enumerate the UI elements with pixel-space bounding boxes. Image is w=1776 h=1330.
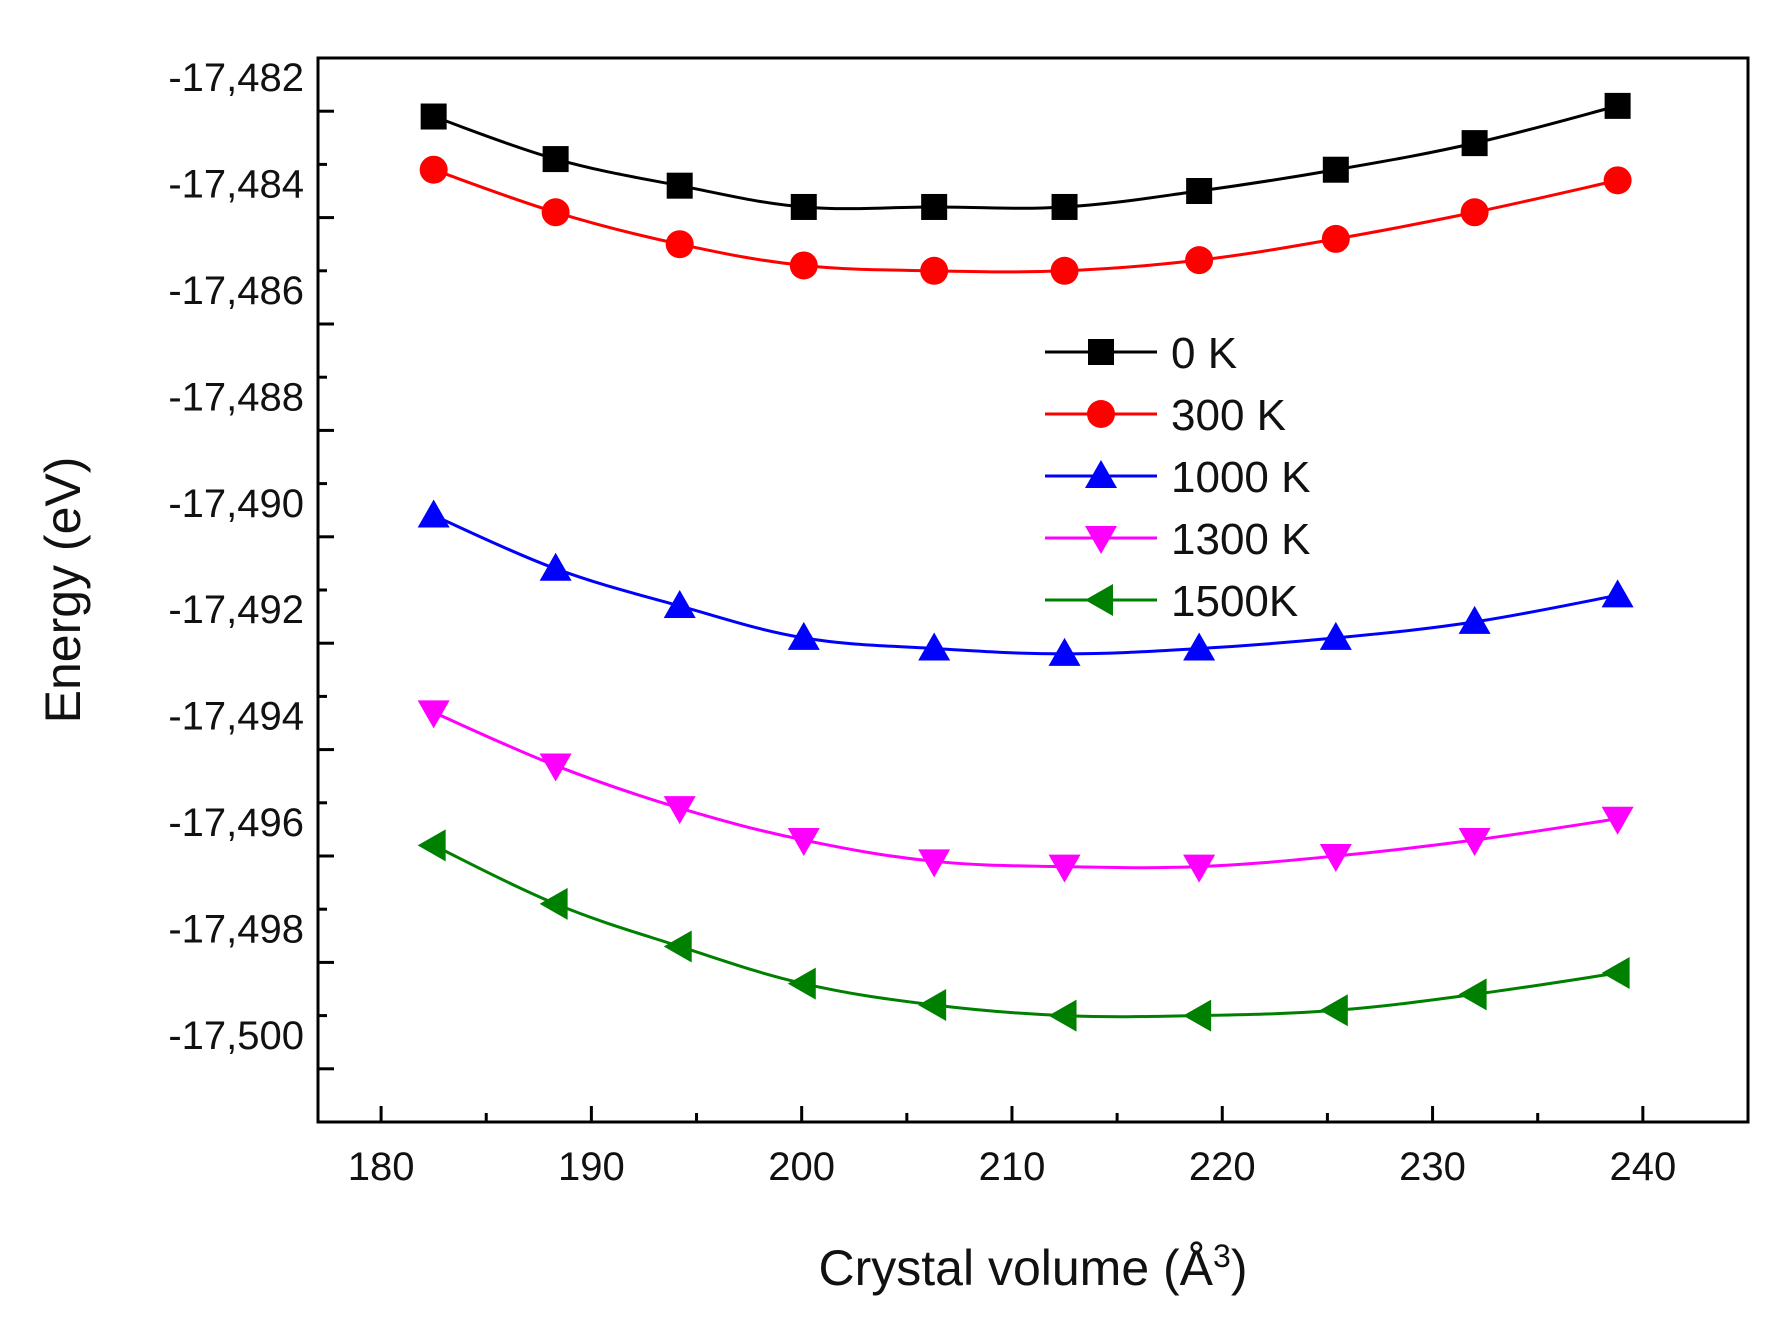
series-line [433,710,1618,870]
data-point [1458,978,1487,1011]
y-axis-label: Energy (eV) [35,457,91,724]
legend-entry: 1300 K [1045,515,1310,564]
legend-marker [1088,339,1114,365]
series-0k [420,92,1631,220]
data-point [419,155,448,184]
y-tick-label: -17,494 [168,695,304,739]
x-tick-label: 220 [1189,1145,1256,1189]
data-point [790,193,817,220]
x-tick-label: 180 [348,1145,415,1189]
series-1000k [417,499,1634,666]
data-point [1601,806,1634,835]
data-point [1183,999,1212,1032]
y-tick-label: -17,496 [168,801,304,845]
data-point [1460,198,1489,227]
x-tick-label: 230 [1399,1145,1466,1189]
legend-marker [1085,584,1113,616]
data-point [1183,854,1216,883]
series-line [433,104,1618,211]
legend-label: 300 K [1171,391,1286,440]
data-point [663,930,692,963]
data-point [539,887,568,920]
data-point [417,829,446,862]
y-tick-label: -17,488 [168,375,304,419]
data-point [663,589,696,618]
data-point [1051,193,1078,220]
y-tick-label: -17,500 [168,1014,304,1058]
data-point [1048,999,1077,1032]
y-tick-label: -17,490 [168,482,304,526]
data-point [1319,844,1352,872]
legend-marker [1087,400,1115,428]
legend-entry: 0 K [1045,329,1237,378]
data-point [539,753,572,782]
x-tick-label: 240 [1609,1145,1676,1189]
legend-marker [1085,460,1117,488]
x-axis-label: Crystal volume (Å3) [819,1238,1248,1296]
data-point [921,193,948,220]
y-tick-label: -17,484 [168,163,304,207]
data-point [1048,637,1081,666]
data-point [541,198,570,227]
data-point [787,621,820,650]
data-point [417,499,450,528]
data-point [1321,224,1350,253]
data-point [542,146,569,173]
data-point [920,256,949,285]
data-point [1050,256,1079,285]
data-point [1461,130,1488,157]
legend-label: 1300 K [1171,515,1310,564]
data-point [787,967,816,1000]
data-point [663,796,696,825]
y-tick-label: -17,486 [168,269,304,313]
series-300k [419,155,1632,285]
data-point [918,849,951,878]
data-point [1601,957,1630,990]
series-1500k [417,829,1630,1032]
legend-entry: 300 K [1045,391,1286,440]
series-line [433,168,1618,274]
data-point [420,103,447,130]
data-point [787,828,820,857]
data-point [1319,994,1348,1027]
data-point [1322,156,1349,183]
data-point [1319,621,1352,650]
data-point [417,700,450,729]
data-point [1048,854,1081,883]
data-point [1604,92,1631,119]
data-point [665,230,694,259]
data-point [1185,246,1214,275]
y-tick-label: -17,482 [168,56,304,100]
data-point [1183,632,1216,661]
legend-entry: 1000 K [1045,453,1310,502]
data-point [1458,828,1491,857]
plot-area-frame [316,56,1750,1124]
data-point [1458,605,1491,634]
data-point [1186,178,1213,204]
series-line [433,514,1618,656]
x-tick-label: 190 [558,1145,625,1189]
legend-label: 1000 K [1171,453,1310,502]
legend-label: 0 K [1171,329,1237,378]
series-1300k [417,700,1634,883]
y-tick-label: -17,492 [168,588,304,632]
legend-entry: 1500K [1045,577,1298,626]
data-point [1603,166,1632,195]
legend-marker [1085,526,1117,554]
legend-label: 1500K [1171,577,1298,626]
data-point [539,552,572,581]
y-tick-label: -17,498 [168,907,304,951]
x-tick-label: 200 [768,1145,835,1189]
data-point [918,632,951,661]
data-point [1601,579,1634,608]
x-tick-label: 210 [979,1145,1046,1189]
data-point [789,251,818,280]
series-line [433,844,1618,1019]
data-point [918,988,947,1021]
data-point [666,172,693,199]
